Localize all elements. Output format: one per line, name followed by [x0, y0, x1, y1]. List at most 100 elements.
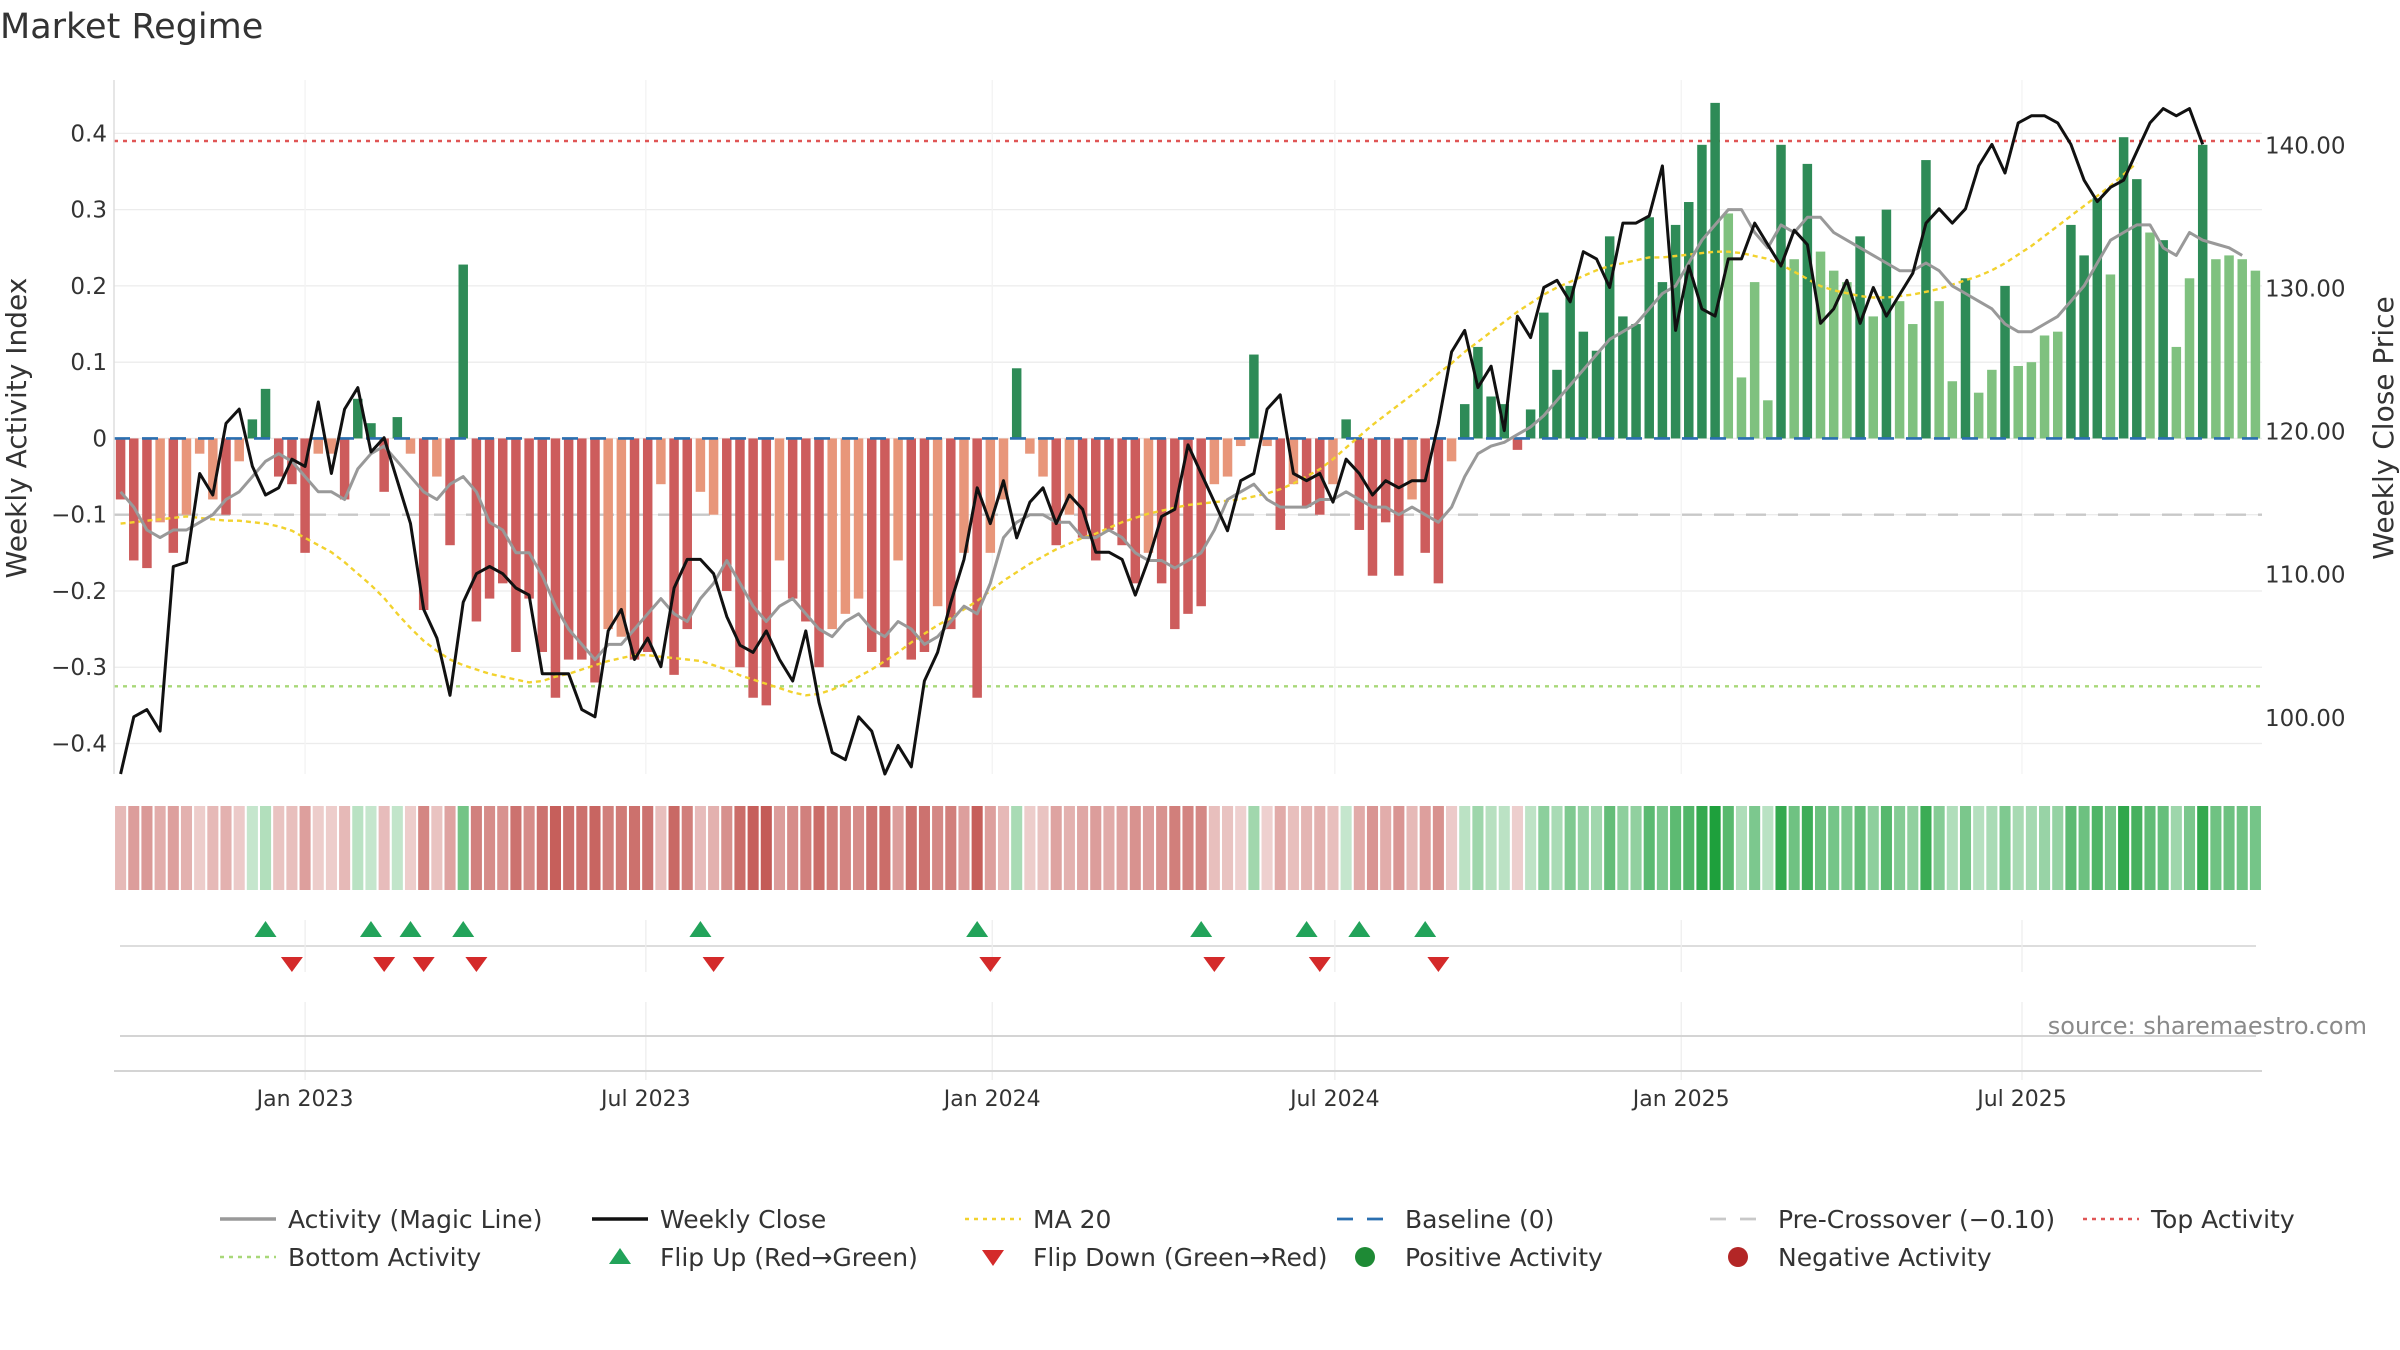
legend-label: Negative Activity — [1778, 1243, 1992, 1272]
activity-bar — [866, 438, 877, 652]
activity-bar — [748, 438, 758, 698]
strip-cell — [207, 806, 219, 890]
activity-bar — [445, 438, 455, 546]
strip-cell — [655, 806, 667, 890]
flip-down-marker — [1308, 957, 1331, 972]
regime-heat-strip — [115, 806, 2261, 890]
strip-cell — [1722, 806, 1734, 890]
legend-label: Positive Activity — [1405, 1243, 1603, 1272]
y-axis-right: 140.00 130.00 120.00 110.00 100.00 — [2265, 133, 2345, 731]
activity-bar — [2039, 335, 2050, 439]
activity-bar — [2026, 362, 2037, 439]
activity-bar — [998, 438, 1009, 500]
activity-bar — [208, 438, 218, 500]
strip-cell — [1235, 806, 1247, 890]
flip-down-marker — [465, 957, 488, 972]
activity-bar — [339, 438, 350, 500]
y-tick-label: 0 — [92, 426, 107, 452]
strip-cell — [1406, 806, 1418, 890]
activity-bar — [1091, 438, 1101, 561]
strip-cell — [1261, 806, 1273, 890]
strip-cell — [1604, 806, 1616, 890]
strip-cell — [2118, 806, 2130, 890]
strip-cell — [194, 806, 206, 890]
activity-bar — [1578, 331, 1589, 439]
activity-bar — [642, 438, 653, 652]
activity-bar — [1789, 259, 1799, 439]
strip-cell — [984, 806, 996, 890]
legend-item: Activity (Magic Line) — [220, 1205, 542, 1234]
activity-bar — [2197, 144, 2208, 439]
strip-cell — [1538, 806, 1550, 890]
flip-up-marker — [1414, 921, 1437, 937]
strip-cell — [1511, 806, 1523, 890]
strip-cell — [1525, 806, 1537, 890]
activity-bar — [2092, 198, 2103, 439]
strip-cell — [1419, 806, 1431, 890]
activity-bar — [313, 438, 324, 454]
activity-bar — [1025, 438, 1035, 454]
activity-bar — [1881, 209, 1892, 439]
strip-cell — [1432, 806, 1444, 890]
strip-cell — [1577, 806, 1589, 890]
y-tick-label: 0.2 — [70, 274, 107, 300]
activity-bar — [326, 438, 337, 454]
strip-cell — [628, 806, 641, 890]
activity-bar — [2237, 259, 2247, 439]
strip-cell — [299, 806, 311, 890]
activity-bar — [932, 438, 943, 607]
activity-bar — [1973, 392, 1984, 439]
activity-bar — [418, 438, 429, 611]
activity-bar — [959, 438, 969, 553]
strip-cell — [2249, 806, 2261, 890]
strip-cell — [246, 806, 258, 890]
main-panel: 0.4 0.3 0.2 0.1 0 −0.1 −0.2 −0.3 −0.4 140.00 130.… — [51, 80, 2345, 776]
strip-cell — [589, 806, 601, 890]
strip-cell — [1867, 806, 1879, 890]
activity-bar — [1842, 282, 1852, 439]
activity-bar — [1512, 438, 1523, 450]
strip-cell — [523, 806, 535, 890]
activity-bar — [2132, 179, 2142, 439]
chart-title: Market Regime — [0, 7, 263, 47]
legend-swatch — [1728, 1247, 1748, 1267]
strip-cell — [1485, 806, 1497, 890]
activity-bar — [1143, 438, 1154, 553]
strip-cell — [971, 806, 983, 890]
activity-bar — [946, 438, 956, 630]
strip-cell — [1683, 806, 1695, 890]
activity-bar — [577, 438, 587, 660]
flip-up-marker — [689, 921, 712, 937]
strip-cell — [1880, 806, 1892, 890]
strip-cell — [932, 806, 944, 890]
strip-cell — [1828, 806, 1840, 890]
activity-bar — [155, 438, 165, 523]
activity-bar — [814, 438, 824, 668]
activity-bar — [1235, 438, 1246, 447]
activity-bar — [1921, 160, 1931, 439]
y2-tick-label: 120.00 — [2265, 420, 2345, 446]
strip-cell — [154, 806, 166, 890]
activity-bar — [1776, 144, 1786, 439]
strip-cell — [220, 806, 232, 890]
strip-cell — [339, 806, 351, 890]
activity-bar — [129, 438, 139, 561]
strip-cell — [2236, 806, 2248, 890]
activity-bar — [1170, 438, 1180, 630]
strip-cell — [1011, 806, 1023, 890]
strip-cell — [365, 806, 377, 890]
strip-cell — [734, 806, 746, 890]
strip-cell — [418, 806, 430, 890]
strip-cell — [2131, 806, 2143, 890]
activity-bar — [1618, 316, 1628, 439]
activity-bar — [761, 438, 772, 706]
activity-bar — [972, 438, 982, 698]
legend-item: Bottom Activity — [220, 1243, 481, 1272]
strip-cell — [813, 806, 825, 890]
activity-bar — [1868, 316, 1878, 439]
strip-cell — [549, 806, 561, 890]
activity-bar — [616, 438, 627, 637]
activity-bar — [300, 438, 310, 553]
x-tick-label: Jul 2025 — [1975, 1087, 2067, 1112]
strip-cell — [1946, 806, 1958, 890]
